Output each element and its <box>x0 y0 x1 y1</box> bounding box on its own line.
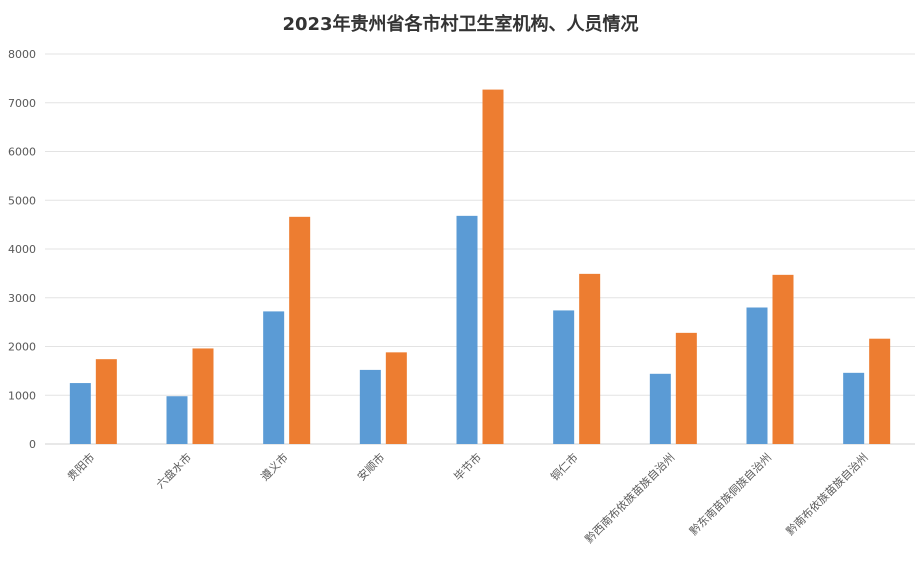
bar-series-2 <box>482 89 504 445</box>
x-category-label: 黔西南布依族苗族自治州 <box>582 450 677 545</box>
bar-series-1 <box>263 311 285 444</box>
chart-title: 2023年贵州省各市村卫生室机构、人员情况 <box>282 14 639 35</box>
y-tick-label: 7000 <box>8 97 36 110</box>
bar-series-1 <box>69 383 91 444</box>
bar-series-2 <box>385 352 407 444</box>
bar-series-2 <box>675 332 697 444</box>
x-category-label: 黔南布依族苗族自治州 <box>783 450 871 538</box>
x-category-label: 贵阳市 <box>64 450 97 483</box>
x-category-label: 铜仁市 <box>548 450 581 483</box>
bar-series-2 <box>869 338 891 444</box>
y-tick-label: 6000 <box>8 146 36 159</box>
bar-series-1 <box>553 310 575 444</box>
y-tick-label: 1000 <box>8 389 36 402</box>
bar-series-1 <box>359 369 381 444</box>
bar-series-2 <box>579 273 601 444</box>
bar-series-1 <box>649 373 671 444</box>
bar-series-2 <box>772 274 794 444</box>
x-category-label: 毕节市 <box>451 450 484 483</box>
bar-series-2 <box>192 348 214 444</box>
y-tick-label: 8000 <box>8 48 36 61</box>
x-category-label: 安顺市 <box>354 450 387 483</box>
bar-series-2 <box>289 216 311 444</box>
x-category-label: 遵义市 <box>258 450 291 483</box>
bar-series-1 <box>456 215 478 444</box>
bar-series-1 <box>166 396 188 444</box>
y-tick-label: 5000 <box>8 194 36 207</box>
y-tick-label: 2000 <box>8 341 36 354</box>
y-tick-label: 0 <box>29 438 36 451</box>
bar-series-1 <box>746 307 768 444</box>
y-tick-label: 3000 <box>8 292 36 305</box>
bar-series-2 <box>95 359 117 444</box>
bar-series-1 <box>843 372 865 444</box>
y-tick-label: 4000 <box>8 243 36 256</box>
x-category-label: 黔东南苗族侗族自治州 <box>686 450 774 538</box>
x-category-label: 六盘水市 <box>153 450 194 491</box>
